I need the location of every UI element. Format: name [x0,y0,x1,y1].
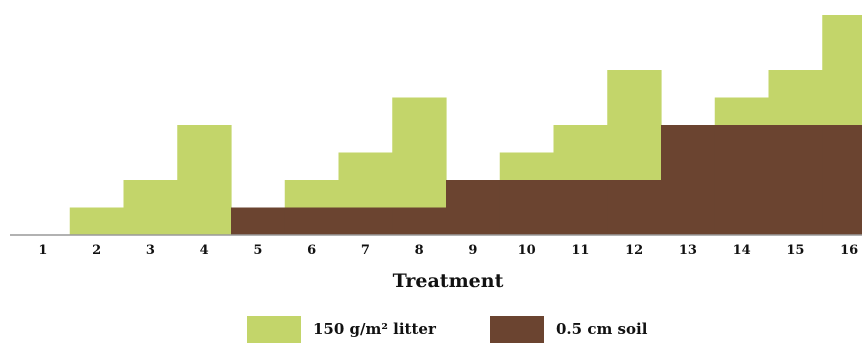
x-tick-label: 5 [253,243,262,258]
x-tick-labels: 1 2 3 4 5 6 7 8 9 10 11 12 13 14 15 16 [38,243,858,258]
bar-litter-8 [392,97,447,208]
x-tick-label: 2 [92,243,101,258]
legend: 150 g/m² litter 0.5 cm soil [247,316,648,343]
bar-soil-5 [231,207,286,235]
bar-soil-16 [822,125,862,235]
bar-soil-12 [607,180,662,235]
bar-soil-9 [446,180,501,235]
bar-litter-16 [822,15,862,125]
bar-soil-15 [768,125,823,235]
bars [69,15,862,235]
x-tick-label: 6 [307,243,316,258]
bar-soil-7 [338,207,393,235]
x-tick-label: 1 [38,243,47,258]
x-tick-label: 9 [468,243,477,258]
x-axis-label: Treatment [393,270,504,292]
bar-litter-15 [768,70,823,125]
bar-litter-7 [338,152,393,208]
legend-label-litter: 150 g/m² litter [313,320,437,338]
legend-swatch-soil [490,316,544,343]
bar-litter-4 [177,125,232,235]
bar-soil-10 [499,180,555,235]
x-tick-label: 12 [625,243,643,258]
x-tick-label: 14 [733,243,751,258]
x-tick-label: 13 [679,243,697,258]
bar-soil-14 [714,125,770,235]
bar-litter-11 [553,125,608,180]
x-tick-label: 4 [200,243,209,258]
legend-swatch-litter [247,316,301,343]
bar-litter-3 [123,180,178,235]
legend-label-soil: 0.5 cm soil [556,320,648,338]
x-tick-label: 3 [146,243,155,258]
bar-soil-6 [284,207,340,235]
bar-litter-14 [714,97,770,125]
x-tick-label: 7 [361,243,370,258]
bar-litter-12 [607,70,662,180]
x-tick-label: 15 [786,243,804,258]
bar-litter-2 [69,207,125,235]
bar-soil-11 [553,180,608,235]
bar-soil-8 [392,207,447,235]
bar-soil-13 [661,125,716,235]
x-tick-label: 11 [571,243,589,258]
x-tick-label: 10 [518,243,536,258]
x-tick-label: 16 [840,243,858,258]
bar-litter-10 [499,152,555,180]
x-tick-label: 8 [415,243,424,258]
bar-litter-6 [284,180,340,208]
